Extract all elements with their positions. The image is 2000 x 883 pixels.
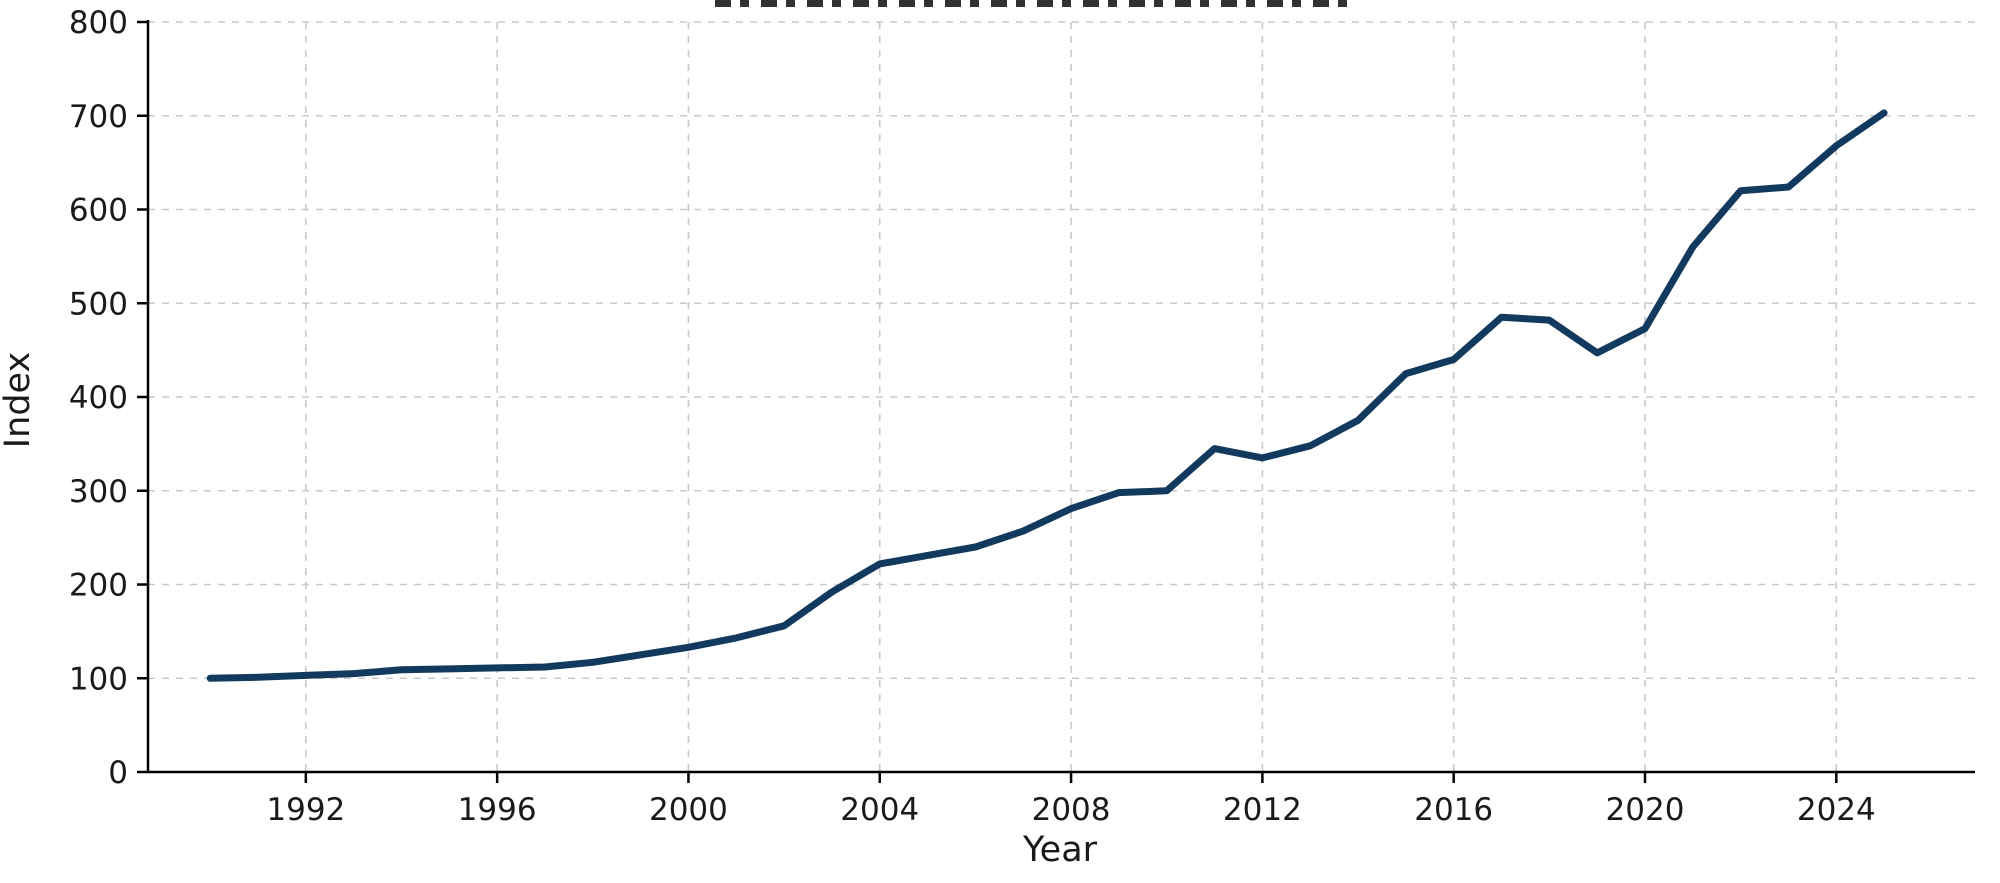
x-tick-label: 2000 <box>649 792 728 828</box>
x-tick-label: 2004 <box>840 792 919 828</box>
x-tick-label: 2008 <box>1032 792 1111 828</box>
index-series-line <box>206 109 1888 682</box>
y-axis-label: Index <box>0 351 38 449</box>
y-tick-label: 200 <box>69 568 128 604</box>
x-tick-label: 1996 <box>458 792 537 828</box>
x-tick-label: 1992 <box>266 792 345 828</box>
clipped-title-remnant <box>715 0 1350 7</box>
y-tick-label: 400 <box>69 380 128 416</box>
y-tick-label: 600 <box>69 193 128 229</box>
x-axis-label: Year <box>1022 830 1098 870</box>
y-tick-label: 100 <box>69 661 128 697</box>
y-tick-label: 0 <box>108 755 128 791</box>
y-tick-label: 700 <box>69 99 128 135</box>
x-tick-label: 2024 <box>1797 792 1876 828</box>
y-tick-label: 500 <box>69 286 128 322</box>
x-tick-label: 2016 <box>1414 792 1493 828</box>
x-tick-label: 2020 <box>1606 792 1685 828</box>
y-tick-label: 800 <box>69 5 128 41</box>
x-tick-label: 2012 <box>1223 792 1302 828</box>
y-tick-label: 300 <box>69 474 128 510</box>
